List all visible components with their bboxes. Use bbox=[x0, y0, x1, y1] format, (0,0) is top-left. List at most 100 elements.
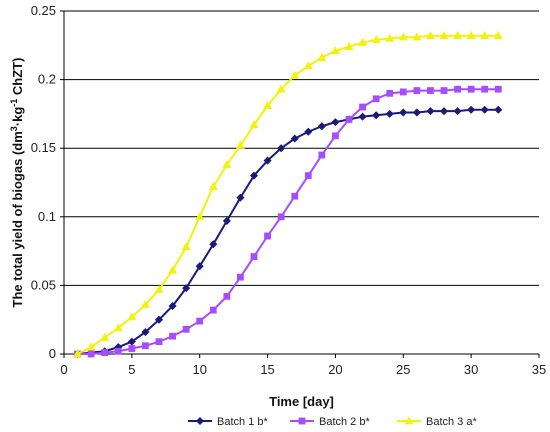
legend-label: Batch 1 b* bbox=[217, 416, 268, 428]
data-point bbox=[196, 317, 204, 325]
data-point bbox=[371, 35, 381, 44]
series-3 bbox=[73, 31, 503, 358]
data-point bbox=[466, 31, 476, 39]
data-point bbox=[249, 120, 259, 129]
data-point bbox=[128, 345, 136, 352]
y-axis-title: The total yield of biogas (dm3·kg-1 ChZT… bbox=[9, 58, 25, 308]
data-point bbox=[358, 37, 368, 46]
data-point bbox=[304, 127, 313, 136]
y-axis-title-part: ·kg bbox=[10, 107, 25, 127]
data-point bbox=[427, 87, 434, 94]
data-point bbox=[344, 42, 354, 50]
data-point bbox=[317, 122, 326, 131]
data-point bbox=[114, 347, 122, 355]
data-point bbox=[169, 332, 176, 340]
data-point bbox=[86, 342, 96, 351]
data-point bbox=[181, 242, 191, 251]
data-point bbox=[291, 192, 299, 200]
data-point bbox=[140, 300, 150, 308]
data-point bbox=[277, 213, 285, 221]
label-layer: Time [day] The total yield of biogas (dm… bbox=[9, 58, 334, 409]
x-tick-label: 25 bbox=[396, 362, 410, 377]
legend: Batch 1 b* Batch 2 b* Batch 3 a* bbox=[188, 416, 477, 428]
data-point bbox=[235, 140, 245, 149]
data-point bbox=[398, 32, 408, 41]
data-point bbox=[454, 85, 461, 93]
data-point bbox=[399, 88, 407, 96]
data-point bbox=[73, 349, 83, 358]
data-point bbox=[154, 284, 164, 293]
data-point bbox=[480, 31, 490, 39]
legend-item: Batch 1 b* bbox=[188, 416, 268, 428]
y-tick-label: 0.05 bbox=[31, 277, 56, 292]
legend-label: Batch 2 b* bbox=[319, 416, 370, 428]
data-point bbox=[154, 315, 164, 324]
series-line bbox=[76, 34, 500, 355]
series-2 bbox=[74, 85, 502, 358]
y-axis-title-part: The total yield of biogas (dm bbox=[10, 131, 25, 307]
x-tick-label: 30 bbox=[464, 362, 478, 377]
data-point bbox=[372, 95, 380, 103]
data-point bbox=[141, 328, 150, 337]
data-point bbox=[249, 171, 259, 180]
data-point bbox=[440, 87, 448, 94]
data-point bbox=[303, 61, 313, 70]
data-point bbox=[318, 151, 326, 159]
x-tick-label: 20 bbox=[328, 362, 342, 377]
data-point bbox=[480, 105, 489, 114]
legend-item: Batch 2 b* bbox=[290, 416, 370, 428]
data-point bbox=[413, 87, 421, 94]
data-point bbox=[236, 193, 245, 202]
data-point bbox=[453, 107, 462, 116]
data-point bbox=[493, 31, 503, 39]
x-tick-label: 10 bbox=[192, 362, 206, 377]
x-tick-label: 35 bbox=[532, 362, 546, 377]
data-point bbox=[331, 118, 340, 127]
legend-swatch-marker bbox=[195, 416, 205, 426]
x-tick-label: 5 bbox=[128, 362, 135, 377]
series-1 bbox=[73, 105, 503, 359]
y-tick-label: 0 bbox=[49, 346, 56, 361]
data-point bbox=[467, 85, 475, 93]
data-point bbox=[222, 216, 231, 225]
data-point bbox=[276, 84, 286, 93]
data-point bbox=[332, 132, 339, 140]
data-point bbox=[209, 240, 218, 249]
data-point bbox=[195, 262, 204, 271]
y-tick-label: 0.25 bbox=[31, 3, 56, 18]
data-point bbox=[208, 182, 218, 190]
data-point bbox=[439, 31, 449, 39]
data-point bbox=[223, 292, 231, 300]
data-point bbox=[182, 325, 190, 333]
data-point bbox=[277, 144, 286, 153]
y-tick-label: 0.15 bbox=[31, 140, 56, 155]
legend-label: Batch 3 a* bbox=[426, 416, 477, 428]
data-point bbox=[142, 342, 149, 350]
data-point bbox=[399, 108, 408, 117]
data-point bbox=[481, 85, 489, 93]
data-point bbox=[386, 89, 394, 97]
data-point bbox=[412, 32, 422, 41]
data-point bbox=[359, 103, 366, 111]
x-tick-label: 15 bbox=[260, 362, 274, 377]
data-point bbox=[87, 350, 95, 358]
data-point bbox=[263, 101, 273, 109]
data-point bbox=[372, 111, 381, 120]
data-point bbox=[358, 112, 367, 121]
series-layer bbox=[73, 31, 503, 359]
data-point bbox=[412, 108, 421, 117]
data-point bbox=[290, 70, 300, 79]
data-point bbox=[426, 107, 435, 116]
data-point bbox=[439, 107, 449, 116]
data-point bbox=[222, 160, 232, 168]
data-point bbox=[467, 105, 476, 114]
y-tick-label: 0.1 bbox=[38, 209, 56, 224]
x-axis-title: Time [day] bbox=[269, 394, 334, 409]
data-point bbox=[100, 332, 110, 341]
data-point bbox=[317, 53, 327, 61]
data-point bbox=[453, 31, 463, 39]
data-point bbox=[263, 156, 272, 165]
data-point bbox=[168, 301, 177, 311]
